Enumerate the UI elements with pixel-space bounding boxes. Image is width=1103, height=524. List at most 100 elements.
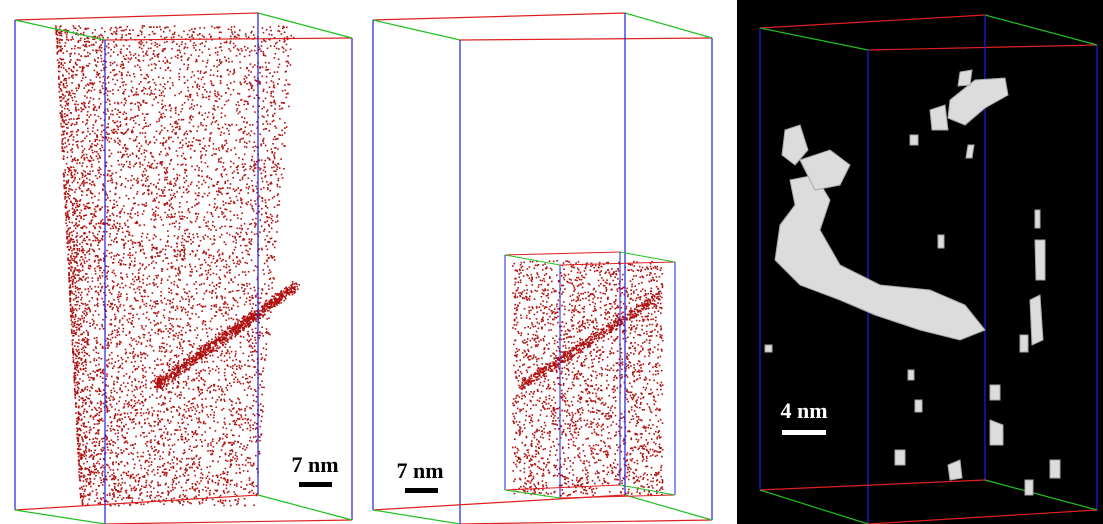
atom <box>92 491 94 493</box>
atom <box>181 56 183 58</box>
atom <box>191 403 193 405</box>
atom <box>106 275 108 277</box>
atom <box>209 177 211 179</box>
atom <box>156 364 158 366</box>
atom <box>136 146 138 148</box>
atom <box>112 89 114 91</box>
atom <box>179 413 181 415</box>
atom <box>138 366 140 368</box>
atom <box>108 397 110 399</box>
atom <box>185 138 187 140</box>
atom <box>198 388 200 390</box>
atom <box>117 89 119 91</box>
atom <box>107 180 109 182</box>
atom <box>122 359 124 361</box>
atom <box>135 276 137 278</box>
atom <box>78 54 80 56</box>
atom <box>84 159 86 161</box>
atom <box>231 26 233 28</box>
atom <box>270 102 272 104</box>
atom <box>90 79 92 81</box>
atom <box>83 332 85 334</box>
atom <box>70 189 72 191</box>
atom <box>84 38 86 40</box>
atom <box>219 26 221 28</box>
atom <box>81 235 83 237</box>
atom <box>222 148 224 150</box>
atom <box>99 35 101 37</box>
atom <box>171 292 173 294</box>
atom <box>121 428 123 430</box>
atom <box>138 341 140 343</box>
atom <box>186 131 188 133</box>
atom <box>94 29 96 31</box>
atom <box>154 45 156 47</box>
atom <box>181 487 183 489</box>
atom <box>255 342 257 344</box>
atom <box>189 254 191 256</box>
atom <box>236 485 238 487</box>
atom <box>193 42 195 44</box>
atom <box>101 298 103 300</box>
atom <box>132 444 134 446</box>
atom <box>89 63 91 65</box>
atom <box>160 295 162 297</box>
atom <box>251 238 253 240</box>
atom <box>126 161 128 163</box>
atom <box>178 422 180 424</box>
atom <box>151 430 153 432</box>
atom <box>198 175 200 177</box>
atom <box>227 314 229 316</box>
atom <box>228 99 230 101</box>
atom <box>202 94 204 96</box>
atom <box>78 441 80 443</box>
atom <box>108 359 110 361</box>
atom <box>224 394 226 396</box>
atom <box>248 387 250 389</box>
atom <box>113 473 115 475</box>
atom <box>162 191 164 193</box>
atom <box>206 406 208 408</box>
atom <box>247 47 249 49</box>
atom <box>225 311 227 313</box>
atom <box>183 247 185 249</box>
atom <box>69 234 71 236</box>
atom <box>142 193 144 195</box>
atom <box>143 171 145 173</box>
atom <box>145 460 147 462</box>
atom <box>271 151 273 153</box>
atom <box>183 153 185 155</box>
atom <box>210 238 212 240</box>
atom <box>254 76 256 78</box>
atom <box>99 421 101 423</box>
atom <box>252 185 254 187</box>
atom <box>83 451 85 453</box>
atom <box>164 42 166 44</box>
atom <box>247 251 249 253</box>
atom <box>262 411 264 413</box>
atom <box>136 387 138 389</box>
atom <box>108 137 110 139</box>
atom <box>98 353 100 355</box>
atom <box>167 364 169 366</box>
atom <box>146 42 148 44</box>
atom <box>155 96 157 98</box>
atom <box>139 148 141 150</box>
atom <box>286 93 288 95</box>
atom <box>87 277 89 279</box>
atom <box>116 242 118 244</box>
atom <box>193 37 195 39</box>
atom <box>114 319 116 321</box>
atom <box>235 454 237 456</box>
atom <box>72 286 74 288</box>
atom <box>115 84 117 86</box>
atom <box>94 185 96 187</box>
atom <box>260 426 262 428</box>
atom <box>251 244 253 246</box>
atom <box>227 304 229 306</box>
atom <box>126 475 128 477</box>
atom <box>213 235 215 237</box>
atom <box>193 237 195 239</box>
atom <box>174 487 176 489</box>
atom <box>85 479 87 481</box>
